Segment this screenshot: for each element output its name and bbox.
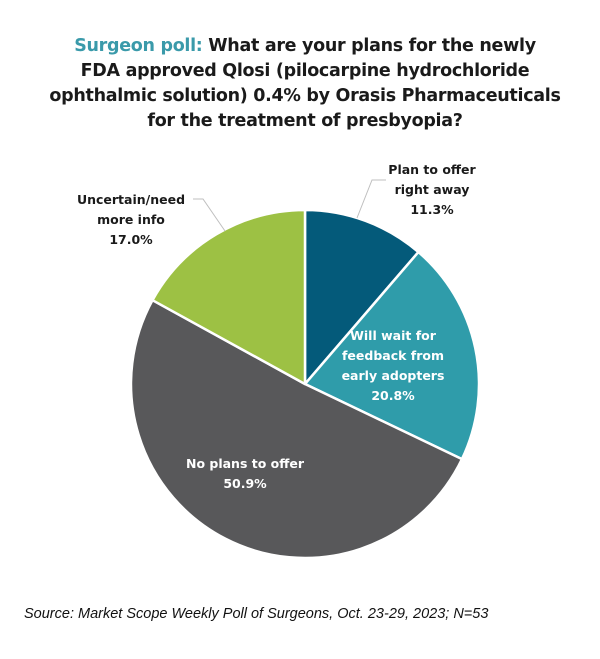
- title-line-3: ophthalmic solution) 0.4% by Orasis Phar…: [49, 86, 561, 106]
- pie-slices: [129, 208, 481, 560]
- slice-labels: Plan to offer right away 11.3% Will wait fo…: [77, 162, 477, 491]
- leader-line-4: [193, 198, 226, 232]
- slice-category-label: early adopters: [342, 368, 445, 383]
- slice-value-label: 20.8%: [371, 388, 415, 403]
- leader-line-1: [356, 179, 386, 219]
- leader-lines: [193, 179, 386, 232]
- slice-category-label: Will wait for: [350, 328, 437, 343]
- slice-category-label: Plan to offer: [388, 162, 476, 177]
- slice-label-3: No plans to offer 50.9%: [186, 456, 305, 491]
- source-note: Source: Market Scope Weekly Poll of Surg…: [24, 606, 489, 622]
- slice-label-1: Plan to offer right away 11.3%: [388, 162, 476, 217]
- pie-slice-4: [151, 208, 307, 386]
- title-line-2: FDA approved Qlosi (pilocarpine hydrochl…: [80, 61, 530, 81]
- slice-value-label: 17.0%: [109, 232, 153, 247]
- slice-category-label: more info: [97, 212, 165, 227]
- slice-category-label: Uncertain/need: [77, 192, 185, 207]
- slice-label-4: Uncertain/need more info 17.0%: [77, 192, 185, 247]
- slice-value-label: 50.9%: [223, 476, 267, 491]
- title-line-1: What are your plans for the newly: [202, 36, 536, 56]
- pie-slice-1: [303, 208, 420, 386]
- slice-category-label: feedback from: [342, 348, 444, 363]
- pie-slice-3: [129, 298, 464, 560]
- pie-slice-2: [303, 250, 481, 461]
- title-line-4: for the treatment of presbyopia?: [147, 111, 463, 131]
- slice-category-label: No plans to offer: [186, 456, 305, 471]
- chart-title: Surgeon poll: What are your plans for th…: [40, 34, 570, 134]
- slice-value-label: 11.3%: [410, 202, 454, 217]
- slice-label-2: Will wait for feedback from early adopters…: [342, 328, 445, 403]
- title-lead: Surgeon poll:: [74, 36, 203, 56]
- slice-category-label: right away: [395, 182, 470, 197]
